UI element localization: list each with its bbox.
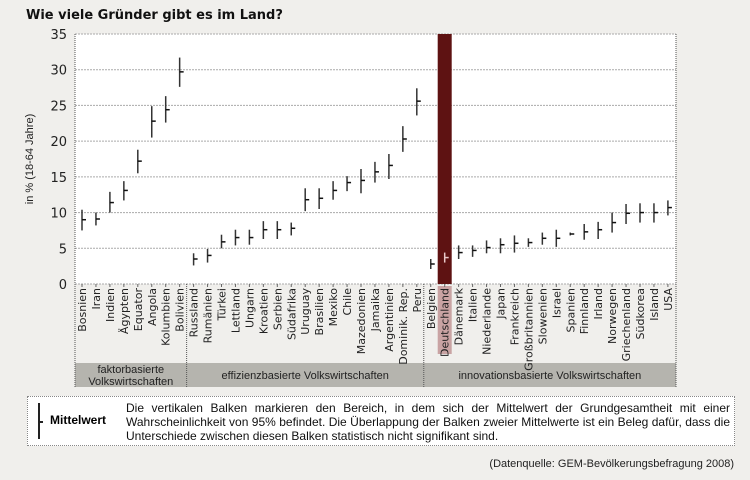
x-tick-label: Indien — [104, 288, 117, 322]
group-label: faktorbasierte Volkswirtschaften — [88, 364, 173, 388]
y-tick-label: 20 — [50, 135, 67, 150]
x-tick-label: Russland — [188, 288, 201, 337]
x-tick-label: Mexiko — [327, 288, 340, 327]
group-label: innovationsbasierte Volkswirtschaften — [458, 370, 641, 382]
x-tick-label: Dänemark — [453, 287, 466, 345]
group-label: effizienzbasierte Volkswirtschaften — [222, 370, 389, 382]
x-tick-label: Mazedonien — [355, 288, 368, 354]
legend-label: Mittelwert — [50, 413, 107, 427]
x-tick-label: Israel — [550, 288, 563, 318]
chart-title: Wie viele Gründer gibt es im Land? — [26, 8, 283, 23]
x-tick-label: Argentinien — [383, 288, 396, 352]
legend-mean-tick-icon — [39, 421, 43, 423]
plot-area — [75, 34, 676, 284]
x-tick-label: Rumänien — [202, 288, 215, 343]
highlight-bar — [437, 34, 452, 284]
x-tick-label: Bolivien — [174, 288, 187, 332]
x-tick-label: Lettland — [229, 288, 242, 333]
x-tick-label: Island — [648, 288, 661, 321]
y-tick-label: 30 — [50, 64, 67, 79]
y-tick-label: 0 — [59, 278, 67, 293]
x-tick-label: Peru — [411, 288, 424, 313]
data-source: (Datenquelle: GEM-Bevölkerungsbefragung … — [489, 458, 734, 470]
x-tick-label: Serbien — [271, 288, 284, 330]
x-tick-label: Niederlande — [481, 288, 494, 355]
x-tick-label: Jamaika — [369, 288, 382, 332]
x-tick-label: Südafrika — [285, 288, 298, 340]
legend-errorbar-icon — [38, 403, 40, 439]
legend-description: Die vertikalen Balken markieren den Bere… — [126, 401, 730, 443]
x-tick-label: Slowenien — [536, 288, 549, 344]
legend: Mittelwert Die vertikalen Balken markier… — [27, 396, 735, 446]
x-tick-label: Japan — [495, 288, 508, 320]
x-tick-label: Irland — [592, 288, 605, 320]
x-tick-label: Frankreich — [508, 288, 521, 345]
x-tick-label: Uruguay — [299, 288, 312, 335]
y-tick-label: 25 — [50, 99, 67, 114]
x-tick-label: Belgien — [425, 288, 438, 329]
x-tick-label: Finnland — [578, 288, 591, 334]
x-tick-label: Bosnien — [76, 288, 89, 332]
x-tick-label: Norwegen — [606, 288, 619, 344]
x-tick-label: Großbritannien — [522, 288, 535, 371]
y-tick-label: 35 — [50, 28, 67, 43]
y-axis-label: in % (18-64 Jahre) — [24, 114, 36, 205]
x-tick-label: Angola — [146, 288, 159, 326]
x-tick-label: Deutschland — [439, 288, 452, 357]
x-tick-label: Griechenland — [620, 288, 633, 361]
x-tick-label: Kolumbien — [160, 288, 173, 346]
x-tick-label: Chile — [341, 288, 354, 316]
x-tick-label: Equator — [132, 288, 145, 332]
x-tick-label: Südkorea — [634, 288, 647, 339]
x-tick-label: Kroatien — [257, 288, 270, 334]
x-tick-label: Iran — [90, 288, 103, 310]
x-tick-label: Spanien — [564, 288, 577, 333]
x-tick-label: Ungarn — [243, 288, 256, 328]
highlight-label-bg — [437, 286, 452, 354]
x-tick-label: Brasilien — [313, 288, 326, 335]
x-tick-label: Ägypten — [118, 288, 131, 334]
x-tick-label: Türkei — [216, 288, 229, 322]
y-tick-label: 5 — [59, 242, 67, 257]
x-tick-label: Italien — [467, 288, 480, 322]
group-band — [75, 363, 676, 387]
y-tick-label: 10 — [50, 207, 67, 222]
y-tick-label: 15 — [50, 171, 67, 186]
x-tick-label: Dominik. Rep. — [397, 288, 410, 365]
x-tick-label: USA — [662, 288, 675, 311]
